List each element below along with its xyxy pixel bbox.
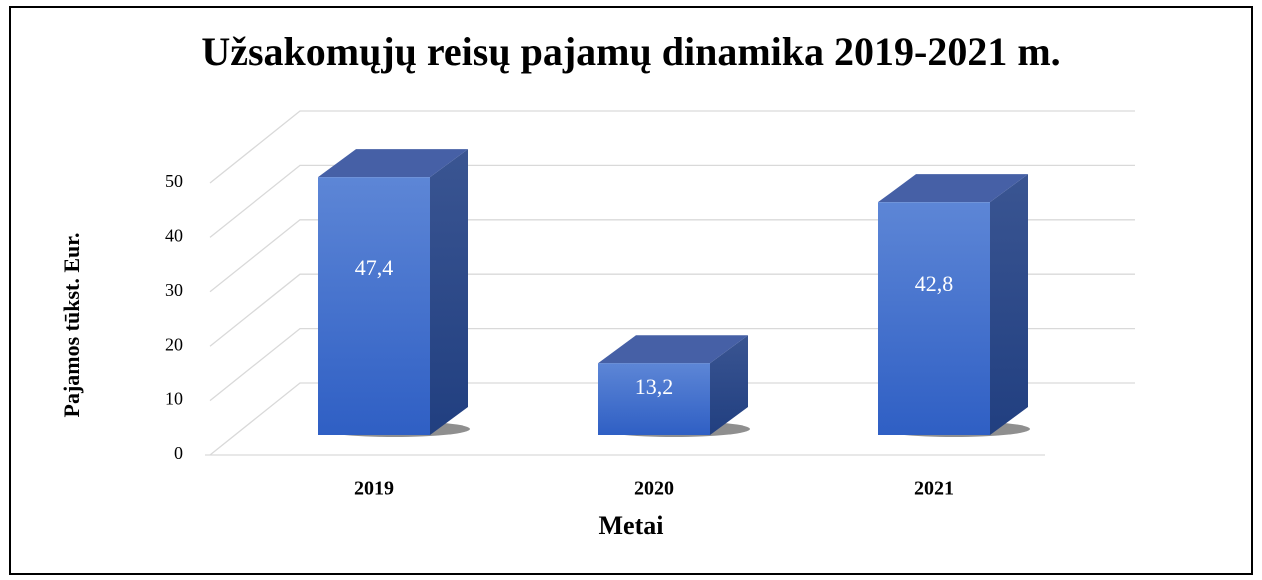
x-tick-label: 2020	[634, 478, 674, 500]
grid-line	[209, 327, 1135, 402]
bar	[318, 177, 430, 436]
y-tick-label: 0	[174, 443, 183, 463]
data-label: 47,4	[355, 255, 394, 280]
grid-line	[209, 164, 1135, 238]
grid-line	[209, 110, 1135, 184]
y-tick-label: 10	[165, 389, 183, 409]
bar	[598, 363, 710, 435]
bar-top	[318, 149, 468, 178]
data-label: 13,2	[635, 374, 674, 399]
y-tick-label: 50	[165, 171, 183, 191]
y-axis-label: Pajamos tūkst. Eur.	[59, 233, 84, 418]
frame	[9, 6, 1253, 575]
x-axis-label: Metai	[599, 511, 664, 540]
grid-line	[209, 219, 1135, 293]
grid-line	[209, 273, 1135, 347]
x-tick-label: 2021	[914, 478, 954, 500]
bar-top	[878, 174, 1028, 203]
bar	[878, 202, 990, 435]
bar-top	[598, 335, 748, 364]
grid-line	[209, 382, 1135, 456]
chart-title: Užsakomųjų reisų pajamų dinamika 2019-20…	[201, 29, 1060, 74]
bar-side	[430, 149, 468, 436]
x-tick-label: 2019	[354, 478, 394, 500]
data-label: 42,8	[915, 271, 954, 296]
bar-side	[990, 174, 1028, 435]
bar-side	[710, 335, 748, 435]
y-tick-label: 20	[165, 334, 183, 354]
plot: 0 10 20 30 40 50 2019 47,4 2020 13,2 2021 42,8	[165, 110, 1135, 500]
y-tick-label: 30	[165, 280, 183, 300]
y-tick-label: 40	[165, 226, 183, 246]
